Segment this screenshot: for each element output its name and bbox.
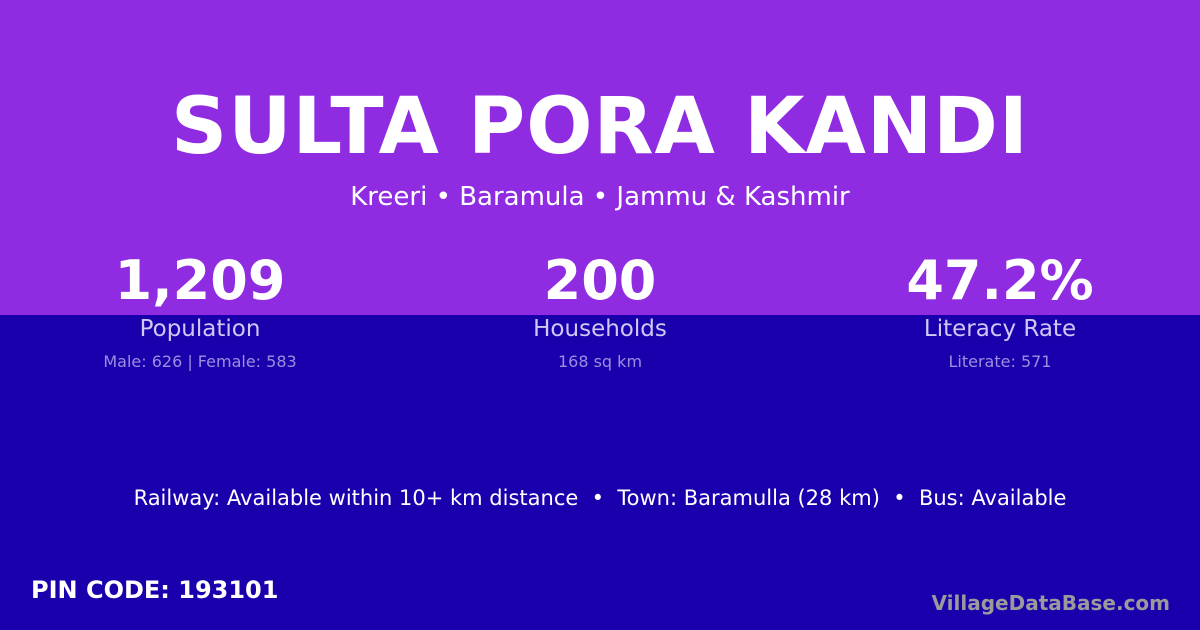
location-breadcrumb: Kreeri • Baramula • Jammu & Kashmir xyxy=(350,182,850,212)
stat-label: Literacy Rate xyxy=(923,316,1077,342)
stat-detail: Literate: 571 xyxy=(948,352,1052,371)
stat-population: 1,209 Population Male: 626 | Female: 583 xyxy=(0,249,400,372)
stat-literacy: 47.2% Literacy Rate Literate: 571 xyxy=(800,249,1200,372)
village-name: SULTA PORA KANDI xyxy=(171,82,1029,172)
stat-label: Population xyxy=(139,316,261,342)
header-band xyxy=(0,0,1200,315)
stat-value: 1,209 xyxy=(114,249,286,312)
brand-watermark: VillageDataBase.com xyxy=(931,591,1170,615)
stat-value: 47.2% xyxy=(906,249,1094,312)
pin-code: PIN CODE: 193101 xyxy=(31,576,279,604)
stat-value: 200 xyxy=(543,249,657,312)
stat-label: Households xyxy=(533,316,667,342)
stat-detail: Male: 626 | Female: 583 xyxy=(103,352,297,371)
transport-info: Railway: Available within 10+ km distanc… xyxy=(133,486,1067,510)
stat-detail: 168 sq km xyxy=(557,352,643,371)
stat-households: 200 Households 168 sq km xyxy=(400,249,800,372)
